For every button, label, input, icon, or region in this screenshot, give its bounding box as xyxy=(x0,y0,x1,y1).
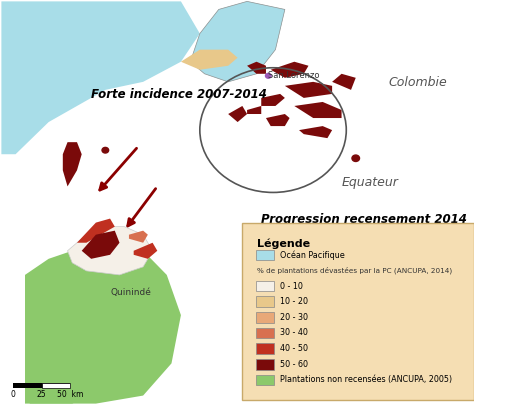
FancyBboxPatch shape xyxy=(256,281,274,291)
Polygon shape xyxy=(261,94,285,106)
Text: 50 - 60: 50 - 60 xyxy=(280,360,308,369)
Text: Océan Pacifique: Océan Pacifique xyxy=(280,250,345,260)
FancyBboxPatch shape xyxy=(256,343,274,354)
Text: 10 - 20: 10 - 20 xyxy=(280,297,308,306)
Text: Légende: Légende xyxy=(257,239,310,249)
FancyBboxPatch shape xyxy=(242,223,474,400)
FancyBboxPatch shape xyxy=(256,312,274,323)
Bar xyxy=(13,383,70,388)
Text: Progression recensement 2014: Progression recensement 2014 xyxy=(261,213,467,226)
Polygon shape xyxy=(294,102,341,118)
FancyBboxPatch shape xyxy=(256,296,274,307)
Polygon shape xyxy=(332,74,356,90)
Text: Quinindé: Quinindé xyxy=(110,288,151,297)
Polygon shape xyxy=(2,1,200,154)
Polygon shape xyxy=(25,243,181,404)
Polygon shape xyxy=(181,50,238,70)
Text: 50  km: 50 km xyxy=(57,390,83,399)
Polygon shape xyxy=(82,231,120,259)
Polygon shape xyxy=(77,219,115,243)
Text: % de plantations dévastées par la PC (ANCUPA, 2014): % de plantations dévastées par la PC (AN… xyxy=(257,266,451,274)
Polygon shape xyxy=(129,231,148,243)
FancyBboxPatch shape xyxy=(256,375,274,385)
Text: 20 - 30: 20 - 30 xyxy=(280,313,308,322)
Text: 40 - 50: 40 - 50 xyxy=(280,344,308,353)
Polygon shape xyxy=(228,106,247,122)
FancyBboxPatch shape xyxy=(256,249,274,260)
Text: San Lorenzo: San Lorenzo xyxy=(268,71,320,80)
Bar xyxy=(41,383,70,388)
Polygon shape xyxy=(271,62,309,78)
Text: Plantations non recensées (ANCUPA, 2005): Plantations non recensées (ANCUPA, 2005) xyxy=(280,375,452,384)
Polygon shape xyxy=(190,1,285,82)
Circle shape xyxy=(102,147,109,153)
Polygon shape xyxy=(247,106,261,114)
Text: 0: 0 xyxy=(11,390,16,399)
Text: Colombie: Colombie xyxy=(389,76,447,89)
Text: 0 - 10: 0 - 10 xyxy=(280,281,303,290)
Circle shape xyxy=(266,73,271,78)
FancyBboxPatch shape xyxy=(256,359,274,369)
Polygon shape xyxy=(299,126,332,138)
Text: Forte incidence 2007-2014: Forte incidence 2007-2014 xyxy=(91,88,267,101)
Text: 25: 25 xyxy=(37,390,46,399)
FancyBboxPatch shape xyxy=(256,328,274,338)
Polygon shape xyxy=(134,243,157,259)
Polygon shape xyxy=(247,62,266,74)
Polygon shape xyxy=(285,82,332,98)
Polygon shape xyxy=(63,142,82,186)
Polygon shape xyxy=(266,114,289,126)
Polygon shape xyxy=(30,315,120,404)
Text: Equateur: Equateur xyxy=(341,177,398,190)
Circle shape xyxy=(352,155,360,162)
Text: 30 - 40: 30 - 40 xyxy=(280,328,308,337)
Polygon shape xyxy=(68,227,153,275)
